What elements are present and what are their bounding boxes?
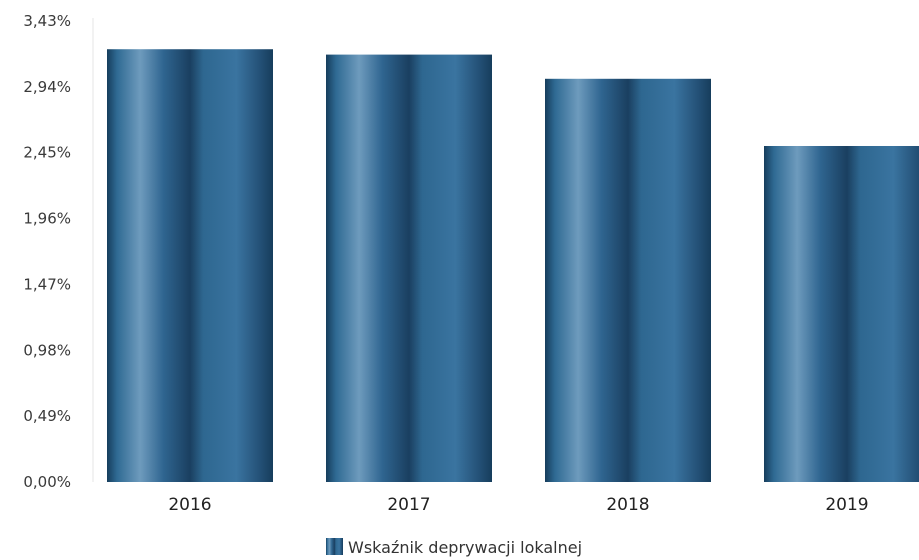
bar-2017: [326, 54, 492, 482]
x-tick-label: 2019: [825, 495, 868, 515]
legend-label: Wskaźnik deprywacji lokalnej: [348, 538, 582, 557]
x-tick-label: 2017: [387, 495, 430, 515]
y-tick-label: 2,94%: [23, 78, 71, 96]
y-tick-label: 0,00%: [23, 473, 71, 491]
y-tick-label: 0,98%: [23, 341, 71, 359]
y-tick-label: 2,45%: [23, 144, 71, 162]
bar-2016: [107, 49, 273, 483]
y-tick-label: 3,43%: [23, 12, 71, 30]
bar-2019: [764, 145, 919, 482]
x-axis-ticks: 2016 2017 2018 2019: [168, 495, 868, 515]
bars-group: [107, 49, 919, 483]
y-tick-label: 1,96%: [23, 210, 71, 228]
y-tick-label: 1,47%: [23, 275, 71, 293]
legend: Wskaźnik deprywacji lokalnej: [326, 538, 582, 557]
legend-swatch: [326, 538, 343, 555]
bar-2018: [545, 78, 711, 482]
y-axis-ticks: 0,00% 0,49% 0,98% 1,47% 1,96% 2,45% 2,94% 3,43%: [23, 12, 71, 491]
x-tick-label: 2016: [168, 495, 211, 515]
x-tick-label: 2018: [606, 495, 649, 515]
y-tick-label: 0,49%: [23, 407, 71, 425]
